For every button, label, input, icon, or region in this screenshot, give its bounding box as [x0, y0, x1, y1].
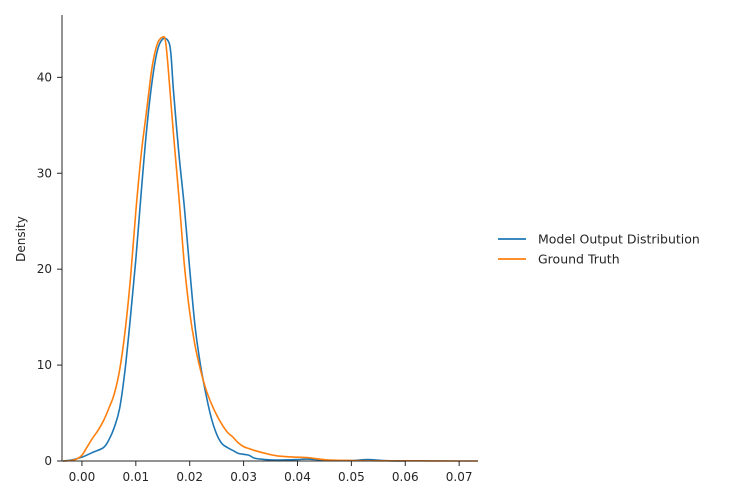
series-line-0 — [62, 37, 406, 462]
y-tick-label: 20 — [37, 262, 52, 276]
series-line-1 — [63, 35, 478, 462]
y-axis-title: Density — [14, 216, 28, 262]
x-tick-label: 0.06 — [392, 470, 419, 484]
y-tick-label: 30 — [37, 166, 52, 180]
x-axis-ticks: 0.00 0.01 0.02 0.03 0.04 0.05 0.06 0.07 — [69, 461, 473, 484]
x-tick-label: 0.07 — [446, 470, 473, 484]
x-tick-label: 0.02 — [176, 470, 203, 484]
y-tick-label: 0 — [44, 454, 52, 468]
y-tick-label: 40 — [37, 70, 52, 84]
legend-label-0: Model Output Distribution — [538, 232, 700, 247]
plot-lines — [62, 35, 478, 462]
y-axis-ticks: 0 10 20 30 40 — [37, 70, 62, 468]
x-tick-label: 0.03 — [230, 470, 257, 484]
axes — [61, 15, 478, 462]
x-tick-label: 0.05 — [338, 470, 365, 484]
legend: Model Output Distribution Ground Truth — [498, 232, 700, 267]
x-tick-label: 0.04 — [284, 470, 311, 484]
x-tick-label: 0.00 — [69, 470, 96, 484]
y-tick-label: 10 — [37, 358, 52, 372]
legend-label-1: Ground Truth — [538, 252, 620, 267]
x-tick-label: 0.01 — [122, 470, 149, 484]
